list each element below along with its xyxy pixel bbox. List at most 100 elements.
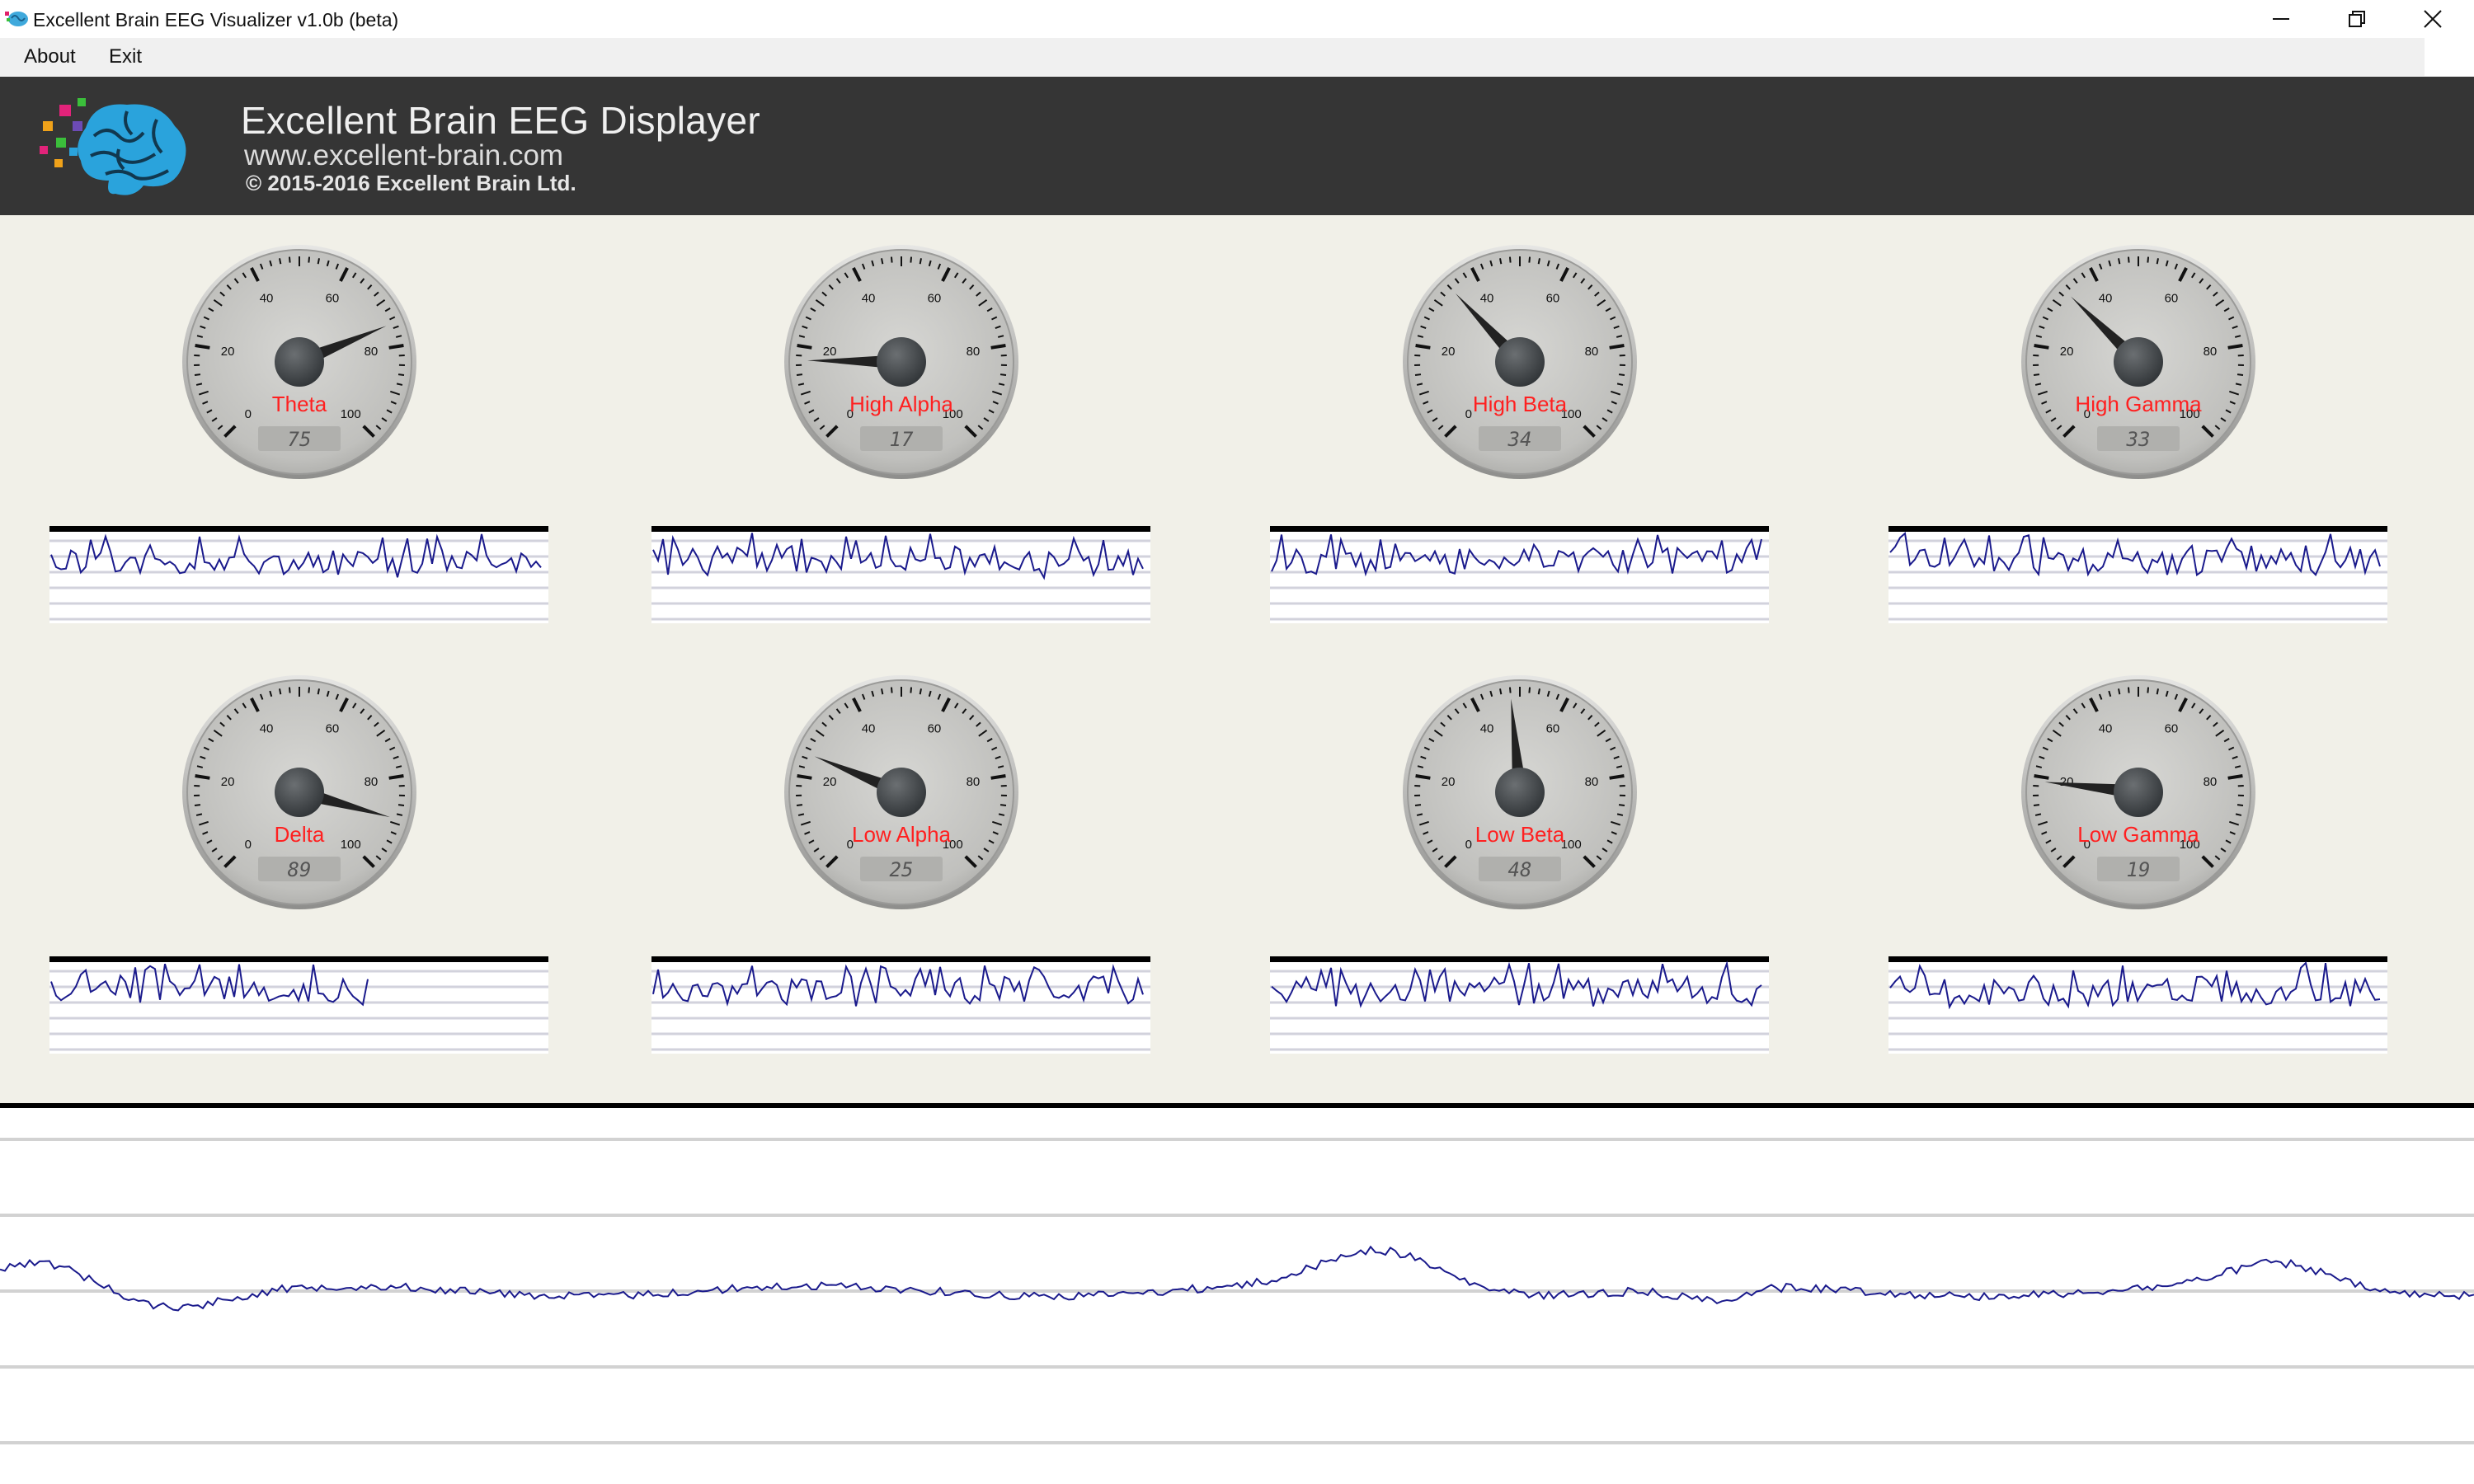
low-gamma-tick xyxy=(2214,855,2221,861)
delta-tick-label: 80 xyxy=(365,775,379,789)
high-beta-tick xyxy=(1499,258,1503,265)
theta-tick xyxy=(203,316,209,321)
low-beta-tick xyxy=(1597,729,1606,737)
high-beta-tick xyxy=(1508,256,1512,263)
delta-tick xyxy=(393,755,399,759)
high-beta-tick xyxy=(1606,409,1613,414)
low-gamma-tick xyxy=(2065,715,2071,721)
low-beta-tick-label: 100 xyxy=(1561,838,1582,852)
theta-tick xyxy=(211,417,218,422)
minimize-button[interactable] xyxy=(2243,0,2319,38)
theta-tick xyxy=(351,272,357,279)
high-beta-tick xyxy=(1414,373,1422,377)
menu-exit[interactable]: Exit xyxy=(109,45,143,68)
low-beta-tick xyxy=(1479,693,1484,700)
theta-strip-top-line xyxy=(49,526,548,532)
high-alpha-tick-label: 100 xyxy=(943,407,963,421)
high-alpha-tick xyxy=(844,272,849,279)
low-beta-strip-trace xyxy=(1271,960,1762,1008)
low-alpha-tick xyxy=(910,687,913,693)
low-gamma-tick xyxy=(2058,721,2064,727)
low-alpha-tick xyxy=(825,855,839,868)
high-gamma-tick xyxy=(2058,291,2064,297)
low-alpha-tick xyxy=(992,831,999,835)
high-gamma-tick xyxy=(2089,267,2099,282)
low-beta-tick xyxy=(1440,721,1446,727)
high-gamma-tick xyxy=(2206,284,2212,290)
theta-tick xyxy=(326,260,330,267)
low-alpha-tick xyxy=(962,708,967,715)
high-alpha-lcd-value: 17 xyxy=(890,428,914,451)
high-gamma-strip-bg xyxy=(1888,526,2387,623)
low-beta-tick xyxy=(1462,702,1468,709)
low-alpha-tick xyxy=(941,697,951,712)
theta-tick xyxy=(376,298,386,307)
high-gamma-tick xyxy=(2081,272,2086,279)
delta-tick xyxy=(386,839,393,844)
high-gamma-tick xyxy=(2190,272,2196,279)
low-gamma-tick xyxy=(2098,693,2103,700)
restore-button[interactable] xyxy=(2319,0,2395,38)
delta-tick xyxy=(367,715,373,721)
high-beta-tick xyxy=(1602,417,1608,422)
high-gamma-tick xyxy=(2229,401,2236,405)
low-alpha-strip-bg xyxy=(651,956,1150,1054)
high-alpha-tick xyxy=(871,260,875,267)
low-beta-gauge-label: Low Beta xyxy=(1475,822,1565,847)
high-beta-tick xyxy=(1416,383,1423,386)
low-beta-tick xyxy=(1559,697,1569,712)
high-gamma-tick xyxy=(2213,291,2218,297)
delta-gauge: 0 20 40 60 80 100 Delta 89 xyxy=(182,675,416,909)
high-gamma-tick xyxy=(2215,298,2225,307)
low-beta-tick xyxy=(1594,721,1600,727)
theta-tick xyxy=(233,278,239,284)
high-alpha-gauge-label: High Alpha xyxy=(849,392,953,416)
menu-about[interactable]: About xyxy=(24,45,76,68)
delta-tick xyxy=(250,697,260,712)
high-alpha-tick-label: 80 xyxy=(967,345,981,359)
high-alpha-tick xyxy=(990,344,1006,350)
low-beta-tick xyxy=(1606,839,1613,844)
high-alpha-tick xyxy=(800,390,811,396)
low-alpha-tick xyxy=(986,737,993,743)
high-beta-tick xyxy=(1428,307,1435,312)
delta-strip-top-line xyxy=(49,956,548,962)
high-alpha-tick xyxy=(810,307,816,312)
low-beta-tick xyxy=(1446,715,1452,721)
low-beta-tick-label: 40 xyxy=(1480,722,1494,736)
low-alpha-tick xyxy=(928,690,932,697)
low-beta-tick xyxy=(1433,729,1443,737)
low-gamma-tick xyxy=(2227,774,2243,780)
low-alpha-tick xyxy=(828,715,834,721)
high-alpha-tick xyxy=(910,256,913,263)
high-alpha-tick xyxy=(992,390,1003,396)
high-gamma-tick xyxy=(2147,256,2150,263)
high-alpha-tick-label: 60 xyxy=(928,292,942,306)
close-button[interactable] xyxy=(2395,0,2471,38)
minimize-icon xyxy=(2273,18,2289,20)
high-beta-tick xyxy=(1528,256,1531,263)
low-gamma-tick xyxy=(2206,715,2212,721)
raw-eeg-trace xyxy=(0,1245,2474,1312)
high-alpha-tick xyxy=(797,344,812,350)
theta-tick xyxy=(195,383,203,386)
low-beta-tick xyxy=(1555,693,1560,700)
low-alpha-tick xyxy=(821,721,827,727)
low-gamma-tick xyxy=(2081,702,2086,709)
high-alpha-tick xyxy=(797,383,805,386)
low-alpha-tick xyxy=(990,774,1006,780)
low-beta-tick xyxy=(1418,820,1429,826)
theta-tick-label: 100 xyxy=(341,407,361,421)
banner-copyright: © 2015-2016 Excellent Brain Ltd. xyxy=(246,171,576,195)
low-gamma-tick xyxy=(2034,813,2042,816)
low-alpha-tick xyxy=(919,688,922,695)
high-beta-tick xyxy=(1423,401,1429,405)
low-alpha-tick xyxy=(988,839,995,844)
high-alpha-tick xyxy=(796,373,803,377)
low-gamma-tick xyxy=(2089,697,2099,712)
high-gamma-tick xyxy=(2127,256,2130,263)
high-alpha-tick-label: 20 xyxy=(823,345,837,359)
low-alpha-tick-label: 0 xyxy=(847,838,854,852)
high-beta-tick xyxy=(1427,409,1433,414)
high-beta-tick xyxy=(1470,267,1480,282)
